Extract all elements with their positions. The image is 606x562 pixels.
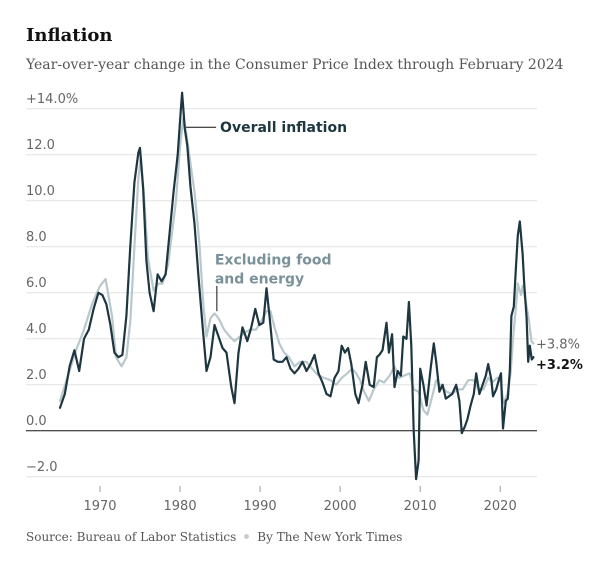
core-inflation-label: and energy — [215, 271, 304, 287]
overall-inflation-label: Overall inflation — [220, 120, 347, 136]
x-tick-label: 1970 — [83, 499, 116, 514]
page-subtitle: Year-over-year change in the Consumer Pr… — [26, 57, 564, 73]
grid-lines: +14.0% 12.0 10.0 8.0 6.0 4.0 2.0 0.0 −2.0 — [26, 92, 537, 478]
y-tick-label: 2.0 — [26, 368, 47, 383]
x-tick-label: 2020 — [484, 499, 517, 514]
page-title: Inflation — [26, 25, 113, 46]
y-tick-label: 8.0 — [26, 230, 47, 245]
core-end-value-label: +3.8% — [536, 337, 580, 352]
x-tick-label: 1980 — [164, 499, 197, 514]
byline: By The New York Times — [257, 530, 403, 544]
y-tick-label: +14.0% — [26, 92, 78, 107]
y-tick-label: −2.0 — [26, 460, 58, 475]
overall-inflation-line — [58, 91, 535, 481]
separator-dot-icon — [244, 534, 250, 539]
y-tick-label: 6.0 — [26, 276, 47, 291]
series-lines — [58, 91, 535, 481]
core-inflation-label: Excluding food — [215, 252, 332, 268]
y-tick-label: 0.0 — [26, 414, 47, 429]
x-tick-label: 2010 — [404, 499, 437, 514]
y-tick-label: 10.0 — [26, 184, 55, 199]
footer: Source: Bureau of Labor Statistics By The… — [26, 530, 402, 544]
y-tick-label: 4.0 — [26, 322, 47, 337]
series-labels: Overall inflation Excluding food and energ… — [186, 120, 583, 373]
x-tick-label: 1990 — [244, 499, 277, 514]
x-tick-label: 2000 — [324, 499, 357, 514]
overall-end-value-label: +3.2% — [536, 358, 583, 373]
x-axis-ticks: 1970 1980 1990 2000 2010 2020 — [83, 486, 517, 514]
source-note: Source: Bureau of Labor Statistics — [26, 530, 237, 544]
y-tick-label: 12.0 — [26, 138, 55, 153]
